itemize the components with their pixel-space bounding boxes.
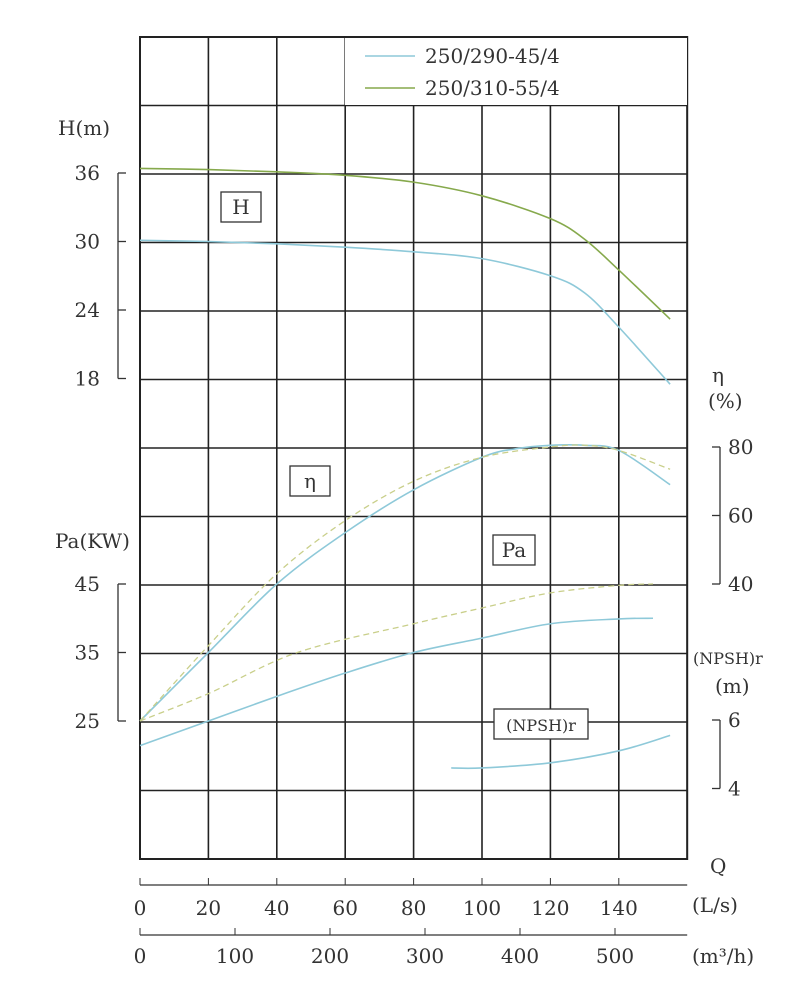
curve-pa-250-310-55-4 — [139, 583, 654, 722]
curves — [139, 167, 671, 770]
curve-label-box-npsh — [493, 708, 589, 740]
tick-label-q-ls: 40 — [264, 896, 289, 920]
npsh-axis-unit: (m) — [715, 674, 750, 698]
tick-label-q-ls: 140 — [600, 896, 638, 920]
legend: 250/290-45/4 250/310-55/4 — [345, 38, 687, 105]
curve-h-250-290-45-4 — [139, 239, 671, 385]
curve-label-eta: η — [304, 469, 316, 493]
m3h-axis-unit: (m³/h) — [692, 944, 754, 968]
tick-label-q-ls: 100 — [463, 896, 501, 920]
legend-entry-250-310: 250/310-55/4 — [425, 76, 560, 100]
tick-label-npsh: 4 — [728, 777, 741, 801]
curve-label-box-h — [220, 191, 262, 223]
ls-axis-unit: (L/s) — [692, 893, 738, 917]
tick-label-pa: 25 — [75, 709, 100, 733]
tick-label-q-ls: 80 — [401, 896, 426, 920]
plot-frame — [139, 36, 689, 860]
curve-pa-250-290-45-4 — [139, 617, 654, 747]
tick-label-q-ls: 0 — [134, 896, 147, 920]
tick-label-q-ls: 120 — [531, 896, 569, 920]
h-axis-label: H(m) — [58, 116, 110, 140]
pa-axis-label: Pa(KW) — [55, 529, 130, 553]
tick-label-pa: 45 — [75, 572, 100, 596]
tick-label-q-m3h: 500 — [596, 944, 634, 968]
tick-label-eta: 80 — [728, 435, 753, 459]
tick-label-q-m3h: 0 — [134, 944, 147, 968]
tick-label-h: 18 — [75, 367, 100, 391]
curve-labels: Hη Pa (NPSH)r — [220, 191, 589, 740]
curve-label-box-pa — [492, 534, 536, 566]
q-axis-label: Q — [710, 854, 726, 878]
tick-label-q-m3h: 300 — [406, 944, 444, 968]
tick-label-q-m3h: 400 — [501, 944, 539, 968]
tick-label-q-m3h: 200 — [311, 944, 349, 968]
curve-npsh-250-290-45-4 — [451, 734, 671, 770]
curve-label-npsh: (NPSH)r — [506, 716, 576, 735]
npsh-axis-label: (NPSH)r — [693, 649, 763, 668]
tick-label-npsh: 6 — [728, 708, 741, 732]
tick-label-h: 36 — [75, 161, 100, 185]
curve-eta-250-310-55-4 — [139, 444, 671, 722]
curve-label-box-eta — [289, 465, 331, 497]
axes: H(m) Pa(KW) η (%) (NPSH)r (m) Q (L/s) (m… — [55, 116, 763, 968]
tick-label-eta: 60 — [728, 504, 753, 528]
tick-label-q-m3h: 100 — [216, 944, 254, 968]
tick-label-eta: 40 — [728, 572, 753, 596]
curve-h-250-310-55-4 — [139, 167, 671, 320]
legend-background — [345, 38, 687, 105]
curve-label-pa: Pa — [502, 538, 527, 562]
curve-eta-250-290-45-4 — [139, 443, 671, 722]
tick-label-h: 30 — [75, 230, 100, 254]
tick-label-q-ls: 60 — [332, 896, 357, 920]
tick-label-h: 24 — [75, 298, 100, 322]
tick-label-q-ls: 20 — [196, 896, 221, 920]
eta-axis-label: η — [712, 363, 724, 387]
grid — [139, 36, 689, 860]
curve-label-h: H — [232, 195, 249, 219]
tick-label-pa: 35 — [75, 641, 100, 665]
eta-axis-unit: (%) — [708, 389, 743, 413]
legend-entry-250-290: 250/290-45/4 — [425, 44, 560, 68]
